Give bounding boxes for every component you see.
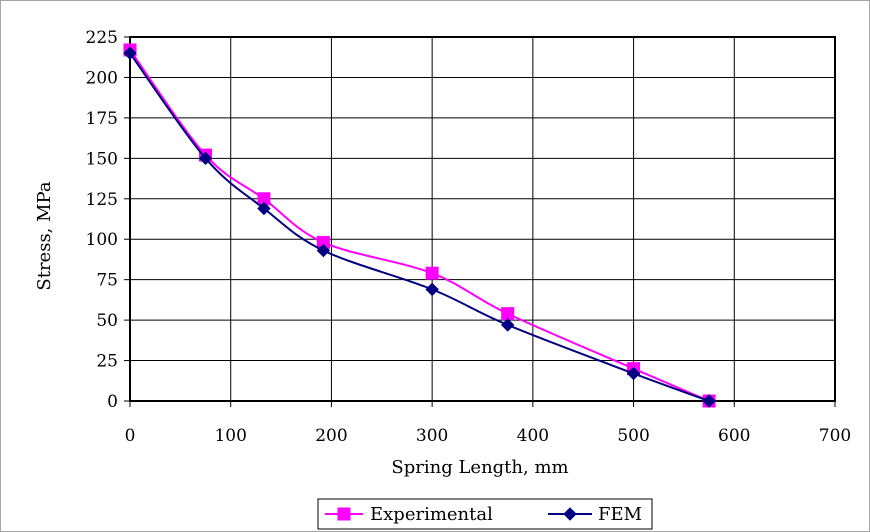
x-tick-label: 400 xyxy=(517,426,549,446)
x-tick-label: 500 xyxy=(617,426,649,446)
data-point xyxy=(425,282,439,297)
series-experimental xyxy=(123,43,716,408)
data-point xyxy=(702,394,716,408)
grid xyxy=(129,36,836,402)
series-fem xyxy=(123,46,716,408)
series-group xyxy=(123,43,716,408)
x-tick-label: 0 xyxy=(125,426,136,446)
data-point xyxy=(198,151,213,166)
x-tick-label: 100 xyxy=(214,426,246,446)
y-tick-label: 0 xyxy=(107,392,118,412)
x-tick-label: 600 xyxy=(718,426,750,446)
y-axis-title: Stress, MPa xyxy=(34,181,55,290)
y-tick-label: 50 xyxy=(96,311,118,331)
data-point xyxy=(425,266,439,280)
y-tick-label: 150 xyxy=(86,149,118,169)
series-line-fem xyxy=(129,52,710,402)
y-tick-label: 175 xyxy=(86,109,118,129)
x-tick-label: 200 xyxy=(315,426,347,446)
data-point xyxy=(501,307,515,321)
plot-area xyxy=(129,36,836,402)
x-tick-label: 300 xyxy=(416,426,448,446)
y-tick-label: 75 xyxy=(96,271,118,291)
y-tick-label: 225 xyxy=(86,28,118,48)
data-point xyxy=(626,366,641,381)
legend-marker-experimental xyxy=(337,507,351,521)
data-point xyxy=(257,201,271,216)
data-point xyxy=(316,243,331,258)
x-tick-label: 700 xyxy=(819,426,851,446)
y-axis: 0 25 50 75 100 125 150 175 200 225 xyxy=(86,28,130,412)
legend: Experimental FEM xyxy=(317,498,653,530)
legend-label-fem: FEM xyxy=(598,504,642,525)
y-tick-label: 100 xyxy=(86,230,118,250)
legend-box xyxy=(317,498,653,530)
data-point xyxy=(500,318,515,332)
y-tick-label: 200 xyxy=(86,68,118,88)
x-axis-title: Spring Length, mm xyxy=(391,457,568,478)
series-line-experimental xyxy=(129,49,710,402)
legend-label-experimental: Experimental xyxy=(370,504,493,525)
x-axis: 0 100 200 300 400 500 600 700 xyxy=(125,401,851,446)
y-tick-label: 25 xyxy=(96,352,118,372)
legend-marker-fem xyxy=(563,507,577,521)
y-tick-label: 125 xyxy=(86,190,118,210)
data-point xyxy=(123,46,137,60)
